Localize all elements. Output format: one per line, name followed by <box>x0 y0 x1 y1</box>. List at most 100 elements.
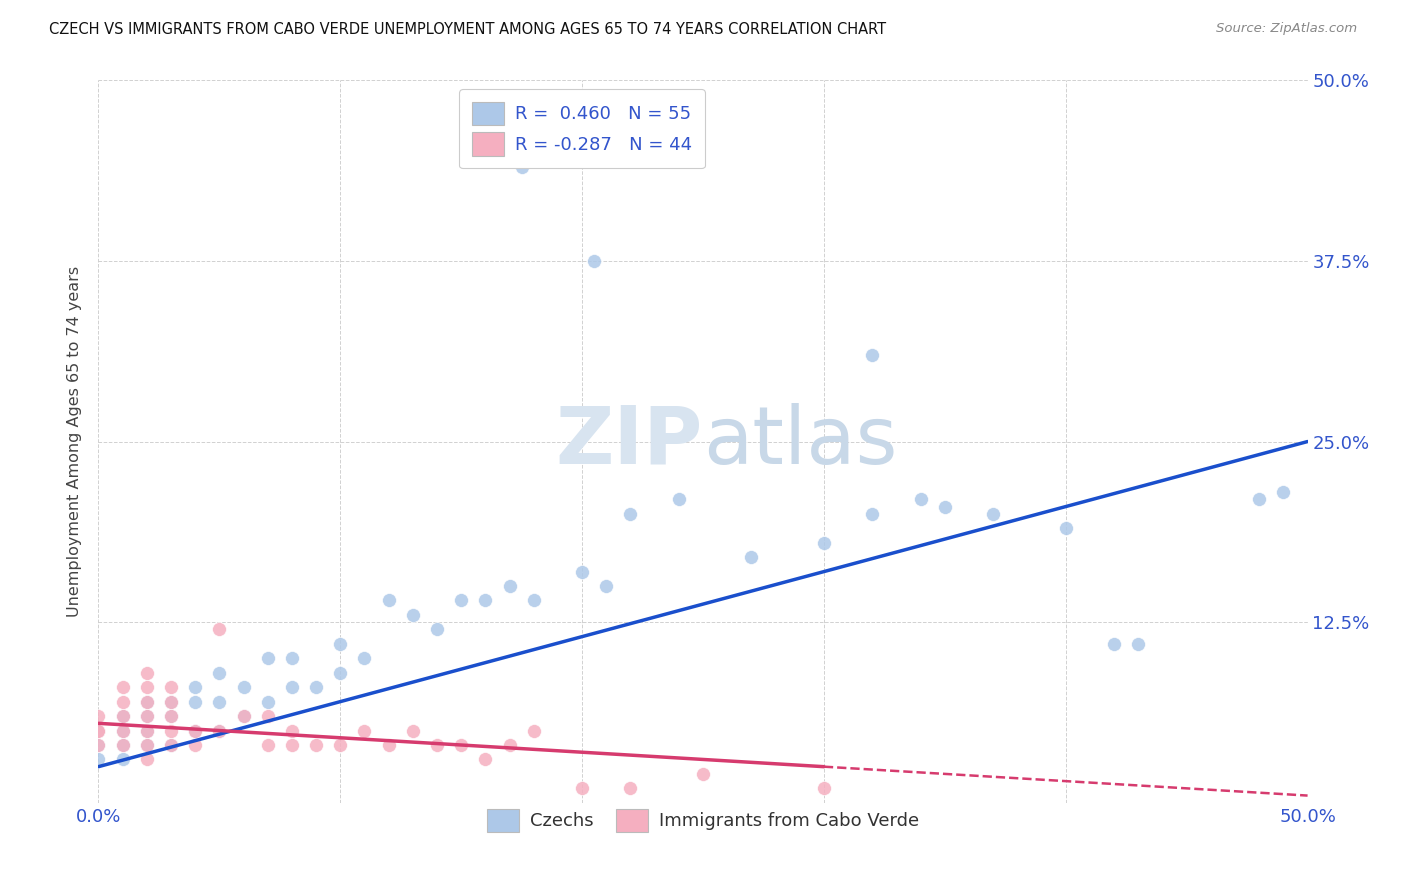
Point <box>474 752 496 766</box>
Point <box>160 738 183 752</box>
Point <box>450 593 472 607</box>
Point <box>981 507 1004 521</box>
Point <box>135 680 157 694</box>
Point <box>281 723 304 738</box>
Point <box>111 680 134 694</box>
Point <box>450 738 472 752</box>
Point <box>111 738 134 752</box>
Point <box>184 680 207 694</box>
Point <box>135 695 157 709</box>
Point <box>232 709 254 723</box>
Point <box>135 723 157 738</box>
Point <box>160 695 183 709</box>
Point <box>135 709 157 723</box>
Point <box>305 680 328 694</box>
Point <box>1128 637 1150 651</box>
Point <box>208 623 231 637</box>
Point <box>329 637 352 651</box>
Point <box>329 665 352 680</box>
Point <box>619 507 641 521</box>
Text: Source: ZipAtlas.com: Source: ZipAtlas.com <box>1216 22 1357 36</box>
Point <box>256 651 278 665</box>
Point <box>135 723 157 738</box>
Point <box>498 738 520 752</box>
Point <box>619 781 641 796</box>
Text: CZECH VS IMMIGRANTS FROM CABO VERDE UNEMPLOYMENT AMONG AGES 65 TO 74 YEARS CORRE: CZECH VS IMMIGRANTS FROM CABO VERDE UNEM… <box>49 22 886 37</box>
Point <box>692 767 714 781</box>
Point <box>377 593 399 607</box>
Point <box>111 752 134 766</box>
Point <box>208 723 231 738</box>
Point <box>281 738 304 752</box>
Point <box>232 680 254 694</box>
Point <box>498 579 520 593</box>
Point <box>87 738 110 752</box>
Point <box>111 723 134 738</box>
Point <box>135 665 157 680</box>
Point <box>426 623 449 637</box>
Point <box>135 752 157 766</box>
Point <box>87 723 110 738</box>
Text: ZIP: ZIP <box>555 402 703 481</box>
Point <box>160 709 183 723</box>
Point <box>208 695 231 709</box>
Point <box>184 723 207 738</box>
Point <box>111 709 134 723</box>
Point <box>208 665 231 680</box>
Point <box>910 492 932 507</box>
Point <box>740 550 762 565</box>
Point <box>523 593 546 607</box>
Point <box>87 709 110 723</box>
Point <box>135 738 157 752</box>
Point <box>353 723 375 738</box>
Point <box>232 709 254 723</box>
Point <box>934 500 956 514</box>
Point <box>135 738 157 752</box>
Point <box>111 723 134 738</box>
Point <box>281 651 304 665</box>
Point <box>256 695 278 709</box>
Point <box>184 723 207 738</box>
Point <box>1272 485 1295 500</box>
Point <box>305 738 328 752</box>
Point <box>208 723 231 738</box>
Point <box>353 651 375 665</box>
Point <box>595 579 617 593</box>
Point <box>510 160 533 174</box>
Point <box>583 253 606 268</box>
Y-axis label: Unemployment Among Ages 65 to 74 years: Unemployment Among Ages 65 to 74 years <box>67 266 83 617</box>
Point <box>329 738 352 752</box>
Point <box>281 680 304 694</box>
Point <box>1102 637 1125 651</box>
Point <box>402 607 425 622</box>
Point <box>184 695 207 709</box>
Point <box>111 738 134 752</box>
Point <box>474 593 496 607</box>
Point <box>571 781 593 796</box>
Point <box>523 723 546 738</box>
Point <box>668 492 690 507</box>
Point <box>160 723 183 738</box>
Point <box>135 695 157 709</box>
Point <box>87 752 110 766</box>
Point <box>111 709 134 723</box>
Point <box>135 709 157 723</box>
Point <box>1054 521 1077 535</box>
Point <box>87 723 110 738</box>
Point <box>813 535 835 549</box>
Point <box>160 680 183 694</box>
Point <box>1249 492 1271 507</box>
Point <box>160 695 183 709</box>
Point <box>402 723 425 738</box>
Point <box>160 738 183 752</box>
Legend: Czechs, Immigrants from Cabo Verde: Czechs, Immigrants from Cabo Verde <box>478 799 928 841</box>
Point <box>256 709 278 723</box>
Point <box>160 709 183 723</box>
Point <box>377 738 399 752</box>
Text: atlas: atlas <box>703 402 897 481</box>
Point <box>87 738 110 752</box>
Point <box>87 723 110 738</box>
Point <box>813 781 835 796</box>
Point <box>860 348 883 362</box>
Point <box>184 738 207 752</box>
